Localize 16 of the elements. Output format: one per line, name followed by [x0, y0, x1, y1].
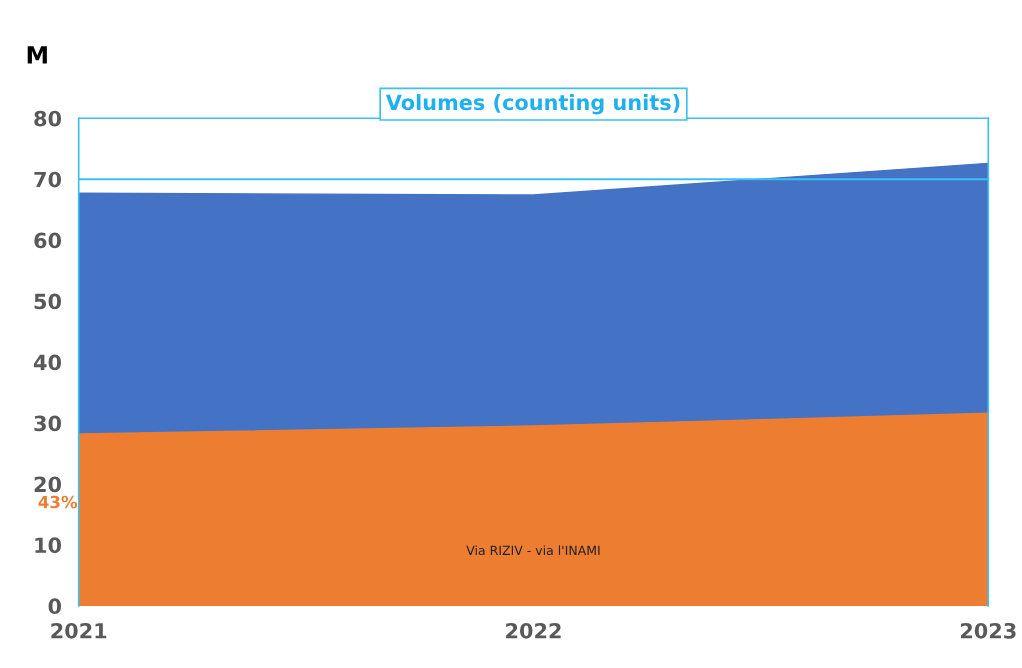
x-tick-label: 2021	[51, 622, 107, 639]
x-tick-label: 2023	[960, 622, 1016, 639]
y-axis-title: M	[27, 46, 47, 64]
y-tick-label: 50	[34, 293, 62, 310]
y-tick-label: 80	[34, 110, 62, 127]
y-tick-label: 70	[34, 171, 62, 188]
chart-title: Volumes (counting units)	[385, 94, 680, 115]
y-tick-label: 0	[48, 598, 62, 615]
text: 43%	[38, 495, 78, 509]
y-tick-label: 20	[34, 476, 62, 493]
y-tick-label: 10	[35, 537, 62, 554]
y-tick-label: 60	[34, 232, 62, 249]
series-label: Via RIZIV - via l'INAMI	[466, 545, 600, 556]
y-tick-label: 30	[34, 415, 62, 432]
y-tick-label: 40	[33, 354, 62, 371]
x-tick-label: 2022	[506, 622, 561, 639]
